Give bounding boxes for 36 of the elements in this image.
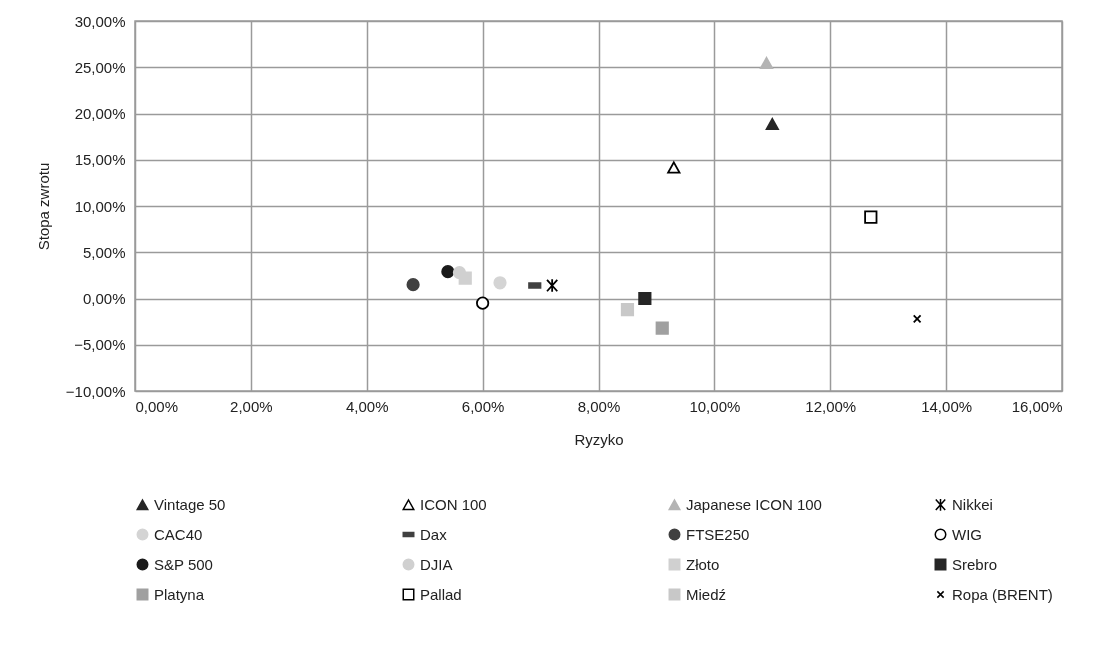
y-tick-label: 10,00%: [74, 197, 126, 215]
legend-label: FTSE250: [686, 525, 750, 543]
x-tick-label: 12,00%: [805, 397, 857, 415]
legend-label: WIG: [952, 525, 982, 543]
x-tick-label: 8,00%: [577, 397, 621, 415]
x-tick-label: 6,00%: [461, 397, 505, 415]
x-tick-label: 14,00%: [921, 397, 973, 415]
x-tick-label: 0,00%: [135, 397, 179, 415]
legend-label: Srebro: [952, 555, 998, 573]
x-tick-label: 16,00%: [1011, 397, 1063, 415]
y-axis-title: Stopa zwrotu: [34, 162, 52, 251]
y-tick-label: 5,00%: [82, 243, 126, 261]
legend-label: Nikkei: [952, 495, 993, 513]
legend-label: S&P 500: [154, 555, 213, 573]
legend-label: ICON 100: [420, 496, 487, 514]
y-tick-label: 0,00%: [82, 290, 126, 307]
x-tick-label: 10,00%: [689, 397, 741, 415]
x-tick-label: 2,00%: [230, 397, 273, 415]
legend-label: Japanese ICON 100: [686, 496, 822, 514]
legend-label: Vintage 50: [154, 496, 226, 514]
x-axis-title: Ryzyko: [574, 430, 624, 448]
y-tick-label: 20,00%: [74, 105, 126, 122]
legend-label: Platyna: [154, 585, 205, 603]
y-tick-label: 15,00%: [74, 151, 126, 169]
y-tick-label: −10,00%: [65, 382, 126, 400]
legend-label: DJIA: [420, 555, 453, 573]
legend-label: Miedź: [686, 585, 727, 603]
y-tick-label: 25,00%: [74, 58, 126, 76]
legend-label: CAC40: [154, 525, 203, 543]
legend-label: Złoto: [686, 555, 720, 573]
legend-label: Ropa (BRENT): [952, 585, 1053, 603]
x-tick-label: 4,00%: [345, 397, 389, 415]
legend-label: Pallad: [420, 585, 462, 603]
y-tick-label: −5,00%: [74, 336, 126, 354]
legend-label: Dax: [420, 525, 448, 543]
y-tick-label: 30,00%: [74, 12, 126, 30]
